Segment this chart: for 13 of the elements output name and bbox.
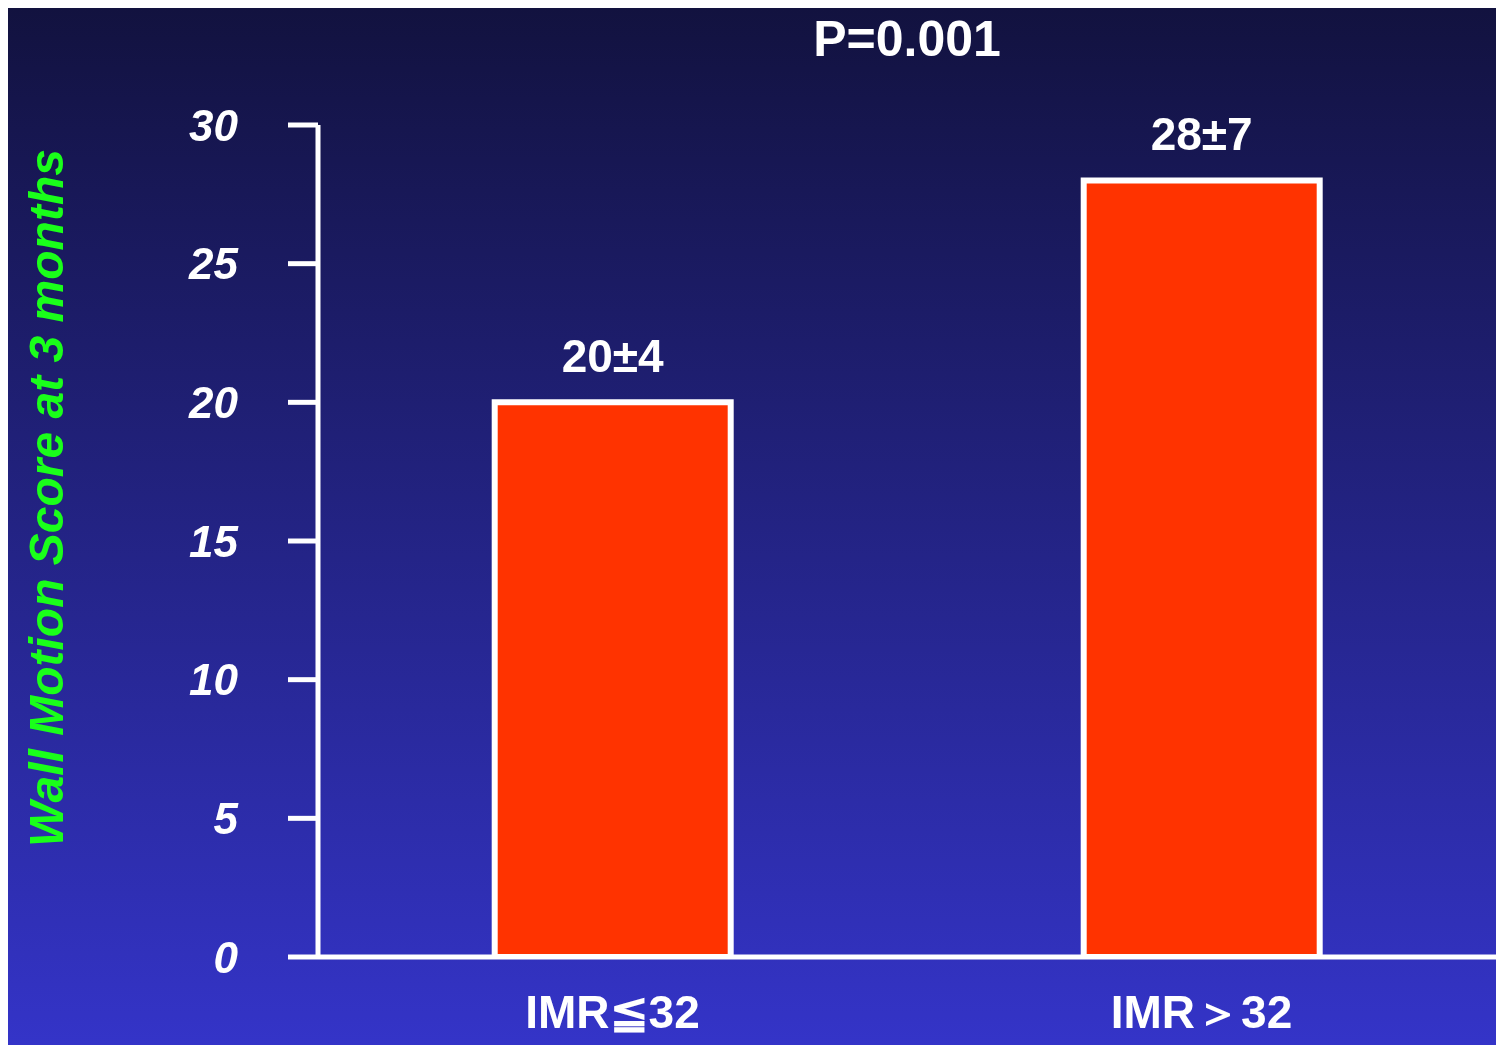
text: P=0.001 [812, 10, 1002, 68]
y-tick-label: 0 [213, 932, 239, 982]
y-tick-label: 10 [189, 655, 239, 705]
y-tick-label: 15 [189, 516, 239, 566]
y-tick-label: 30 [189, 100, 239, 150]
y-tick-label: 25 [188, 239, 239, 289]
x-tick-label: IMR≦32 [525, 985, 700, 1038]
data-label: 28±7 [1150, 108, 1253, 161]
data-label: 20±4 [561, 330, 665, 383]
y-tick-label: 5 [213, 793, 239, 843]
y-axis-title: Wall Motion Score at 3 months [18, 149, 74, 847]
x-tick-label: IMR＞32 [1110, 985, 1293, 1038]
y-tick-label: 20 [188, 377, 239, 427]
